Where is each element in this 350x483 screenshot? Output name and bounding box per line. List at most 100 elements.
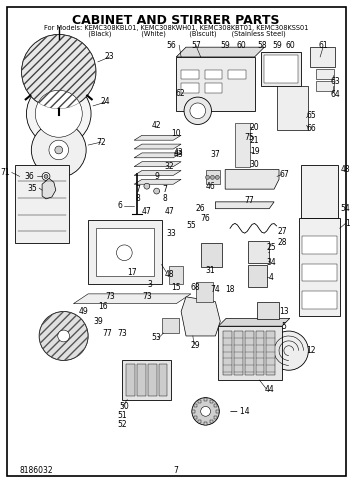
Text: 8186032: 8186032 (20, 466, 53, 475)
Text: 48: 48 (164, 270, 174, 279)
Bar (96, 228, 154, 276)
Bar (205, 70, 222, 80)
Circle shape (58, 330, 70, 342)
Text: 77: 77 (245, 197, 254, 205)
Text: 37: 37 (210, 150, 220, 159)
Text: 26: 26 (196, 204, 205, 213)
Bar (223, 331, 232, 375)
Bar (302, 236, 337, 254)
Text: 58: 58 (258, 41, 267, 50)
Text: 23: 23 (105, 53, 114, 61)
Bar (277, 86, 308, 130)
Text: 17: 17 (127, 268, 137, 277)
Bar (193, 410, 195, 413)
Bar (181, 70, 199, 80)
Text: 51: 51 (118, 411, 127, 420)
Text: 32: 32 (164, 162, 174, 171)
Circle shape (215, 175, 219, 179)
Text: 29: 29 (191, 341, 201, 350)
Circle shape (27, 82, 91, 146)
Text: 15: 15 (172, 283, 181, 292)
Bar (201, 243, 222, 268)
Text: 74: 74 (210, 285, 220, 295)
Text: 47: 47 (164, 207, 174, 216)
Bar (88, 220, 162, 284)
Bar (204, 422, 207, 425)
Circle shape (42, 172, 50, 180)
Bar (214, 416, 217, 419)
Text: 28: 28 (277, 239, 287, 247)
Bar (248, 241, 269, 263)
Polygon shape (134, 144, 181, 149)
Text: 7: 7 (174, 466, 178, 475)
Text: 60: 60 (286, 41, 296, 50)
Bar (148, 364, 157, 396)
Text: 13: 13 (279, 307, 289, 316)
Bar (316, 82, 334, 91)
Text: 43: 43 (173, 150, 183, 159)
Text: 54: 54 (341, 204, 350, 213)
Bar (210, 420, 213, 423)
Bar (204, 398, 207, 401)
Circle shape (184, 97, 211, 125)
Polygon shape (215, 202, 274, 209)
Text: 63: 63 (331, 77, 341, 86)
Bar (302, 264, 337, 281)
Text: 71: 71 (0, 168, 10, 177)
Text: 64: 64 (331, 90, 341, 99)
Text: 73: 73 (142, 292, 152, 301)
Bar (248, 266, 267, 287)
Text: 18: 18 (225, 285, 235, 295)
Text: 49: 49 (78, 307, 88, 316)
Polygon shape (218, 318, 290, 326)
Polygon shape (225, 170, 279, 189)
Circle shape (55, 146, 63, 154)
Text: 39: 39 (93, 317, 103, 326)
Text: 1: 1 (345, 219, 350, 228)
Text: 5: 5 (281, 322, 286, 331)
Text: 61: 61 (318, 41, 328, 50)
Circle shape (22, 34, 96, 109)
Text: 7: 7 (162, 185, 167, 194)
Circle shape (117, 245, 132, 261)
Circle shape (49, 140, 69, 160)
Bar (181, 84, 199, 93)
Bar (302, 291, 337, 309)
Bar (261, 52, 301, 86)
Text: 50: 50 (119, 402, 129, 411)
Text: 67: 67 (279, 170, 289, 179)
Text: 42: 42 (152, 121, 161, 130)
Bar (216, 410, 219, 413)
Text: 30: 30 (250, 160, 259, 169)
Bar (196, 282, 213, 302)
Polygon shape (74, 294, 191, 304)
Bar (301, 165, 338, 218)
Bar (15, 165, 69, 243)
Text: 21: 21 (250, 136, 259, 145)
Bar (162, 318, 179, 333)
Text: 36: 36 (25, 172, 34, 181)
Text: 46: 46 (205, 182, 215, 191)
Bar (218, 326, 282, 380)
Text: 55: 55 (186, 221, 196, 230)
Bar (194, 416, 197, 419)
Circle shape (44, 174, 48, 178)
Bar (198, 420, 201, 423)
Bar (258, 302, 279, 319)
Text: For Models: KEMC308KBL01, KEMC308KWH01, KEMC308KBT01, KEMC308KSS01: For Models: KEMC308KBL01, KEMC308KWH01, … (44, 25, 308, 30)
Text: 20: 20 (250, 123, 259, 132)
Text: 76: 76 (201, 214, 210, 223)
Bar (205, 84, 222, 93)
Text: 48: 48 (341, 165, 350, 174)
Text: — 14: — 14 (230, 407, 250, 416)
Text: 24: 24 (101, 98, 111, 106)
Text: 43: 43 (173, 148, 183, 157)
Text: (Black)              (White)           (Biscuit)       (Stainless Steel): (Black) (White) (Biscuit) (Stainless Ste… (67, 30, 286, 37)
Text: 35: 35 (27, 184, 37, 193)
Text: 65: 65 (307, 111, 316, 120)
Polygon shape (176, 47, 264, 57)
Text: 7: 7 (135, 185, 140, 194)
Bar (198, 400, 201, 403)
Text: 9: 9 (154, 172, 159, 181)
Polygon shape (134, 135, 181, 140)
